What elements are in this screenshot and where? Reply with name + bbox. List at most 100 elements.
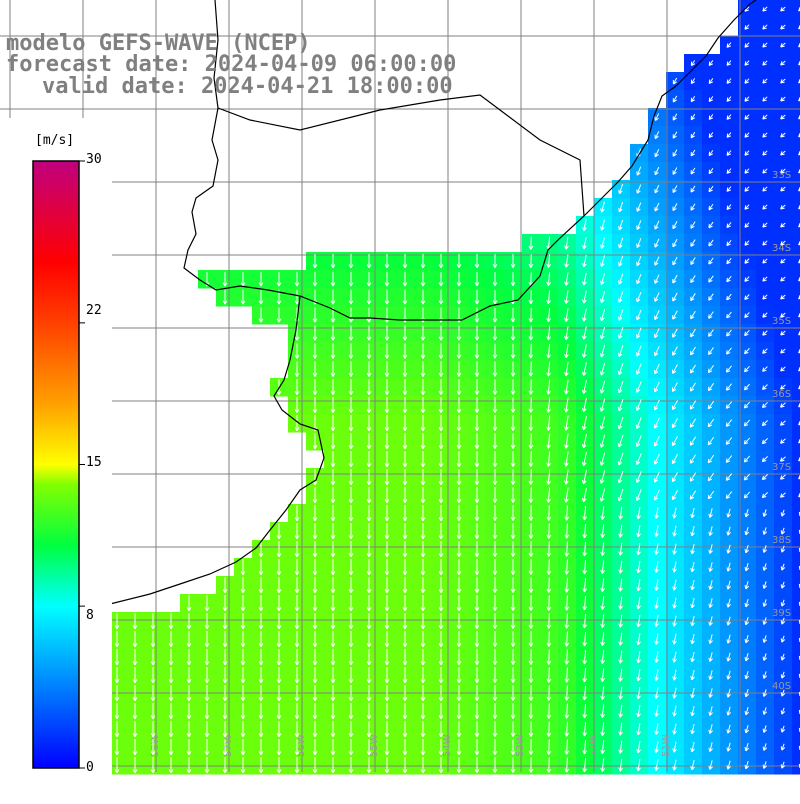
wind-arrow: [564, 667, 570, 683]
wind-arrow: [366, 379, 372, 395]
wind-arrow: [744, 347, 750, 355]
wind-arrow: [744, 222, 750, 228]
wind-arrow: [510, 595, 516, 611]
wind-arrow: [150, 685, 156, 702]
wind-arrow: [456, 415, 462, 432]
wind-arrow: [510, 685, 516, 701]
wind-arrow: [132, 613, 138, 630]
wind-arrow: [456, 254, 462, 269]
wind-cell: [792, 720, 800, 739]
wind-arrow: [384, 541, 390, 558]
wind-arrow: [276, 577, 282, 594]
wind-arrow: [618, 184, 624, 195]
wind-arrow: [438, 505, 444, 522]
wind-arrow: [780, 509, 786, 517]
wind-arrow: [744, 724, 750, 734]
wind-arrow: [636, 668, 641, 682]
wind-arrow: [330, 739, 336, 756]
wind-arrow: [474, 757, 480, 773]
wind-arrow: [762, 563, 768, 571]
wind-arrow: [618, 614, 623, 628]
wind-arrow: [348, 307, 354, 323]
wind-arrow: [726, 96, 732, 102]
wind-arrow: [617, 363, 624, 376]
wind-arrow: [168, 757, 174, 774]
wind-arrow: [635, 417, 642, 429]
wind-arrow: [420, 325, 426, 341]
wind-arrow: [780, 186, 786, 192]
wind-arrow: [510, 415, 516, 431]
wind-arrow: [402, 739, 408, 756]
wind-arrow: [168, 739, 174, 756]
wind-arrow: [654, 705, 659, 717]
wind-arrow: [348, 703, 354, 720]
wind-arrow: [528, 685, 534, 701]
wind-arrow: [438, 649, 444, 666]
wind-arrow: [330, 397, 336, 414]
wind-arrow: [780, 761, 786, 769]
wind-arrow: [528, 667, 534, 683]
wind-arrow: [690, 597, 695, 609]
wind-arrow: [671, 436, 679, 447]
wind-arrow: [690, 741, 695, 753]
wind-arrow: [743, 401, 751, 409]
wind-arrow: [312, 325, 318, 341]
wind-arrow: [599, 398, 606, 412]
wind-arrow: [708, 670, 713, 680]
wind-arrow: [546, 451, 551, 467]
wind-cell: [792, 144, 800, 163]
wind-arrow: [762, 509, 768, 517]
wind-arrow: [294, 649, 300, 666]
wind-arrow: [654, 149, 660, 158]
wind-arrow: [636, 273, 642, 285]
wind-arrow: [510, 343, 516, 359]
wind-arrow: [366, 523, 372, 540]
wind-arrow: [348, 469, 354, 486]
wind-arrow: [636, 542, 641, 556]
wind-arrow: [276, 271, 282, 287]
wind-arrow: [204, 685, 210, 702]
wind-arrow: [150, 631, 156, 648]
wind-arrow: [492, 487, 498, 503]
wind-arrow: [204, 649, 210, 666]
wind-arrow: [222, 631, 228, 648]
wind-arrow: [330, 631, 336, 648]
wind-arrow: [240, 613, 246, 630]
wind-arrow: [312, 613, 318, 630]
wind-arrow: [312, 559, 318, 576]
wind-arrow: [654, 687, 659, 699]
wind-arrow: [744, 598, 750, 608]
wind-arrow: [510, 487, 516, 503]
wind-arrow: [420, 433, 426, 450]
wind-arrow: [294, 343, 300, 359]
wind-arrow: [672, 238, 678, 248]
wind-cell: [792, 162, 800, 181]
wind-cell: [792, 216, 800, 235]
wind-arrow: [240, 559, 246, 576]
wind-arrow: [744, 312, 750, 319]
wind-arrow: [780, 96, 786, 102]
wind-arrow: [708, 293, 714, 301]
wind-arrow: [653, 363, 660, 375]
wind-arrow: [330, 469, 336, 486]
wind-arrow: [743, 473, 751, 481]
wind-arrow: [707, 365, 714, 374]
wind-arrow: [348, 433, 354, 450]
wind-arrow: [420, 415, 426, 432]
wind-arrow: [204, 739, 210, 756]
wind-arrow: [438, 433, 444, 450]
wind-arrow: [564, 559, 570, 575]
wind-arrow: [726, 42, 732, 48]
wind-arrow: [438, 595, 444, 612]
wind-arrow: [636, 686, 641, 700]
wind-arrow: [582, 667, 588, 683]
wind-arrow: [492, 415, 498, 431]
wind-arrow: [744, 150, 750, 156]
wind-arrow: [492, 613, 498, 629]
wind-arrow: [312, 631, 318, 648]
wind-arrow: [384, 559, 390, 576]
wind-arrow: [348, 254, 354, 269]
wind-arrow: [708, 257, 714, 265]
wind-arrow: [653, 435, 660, 447]
